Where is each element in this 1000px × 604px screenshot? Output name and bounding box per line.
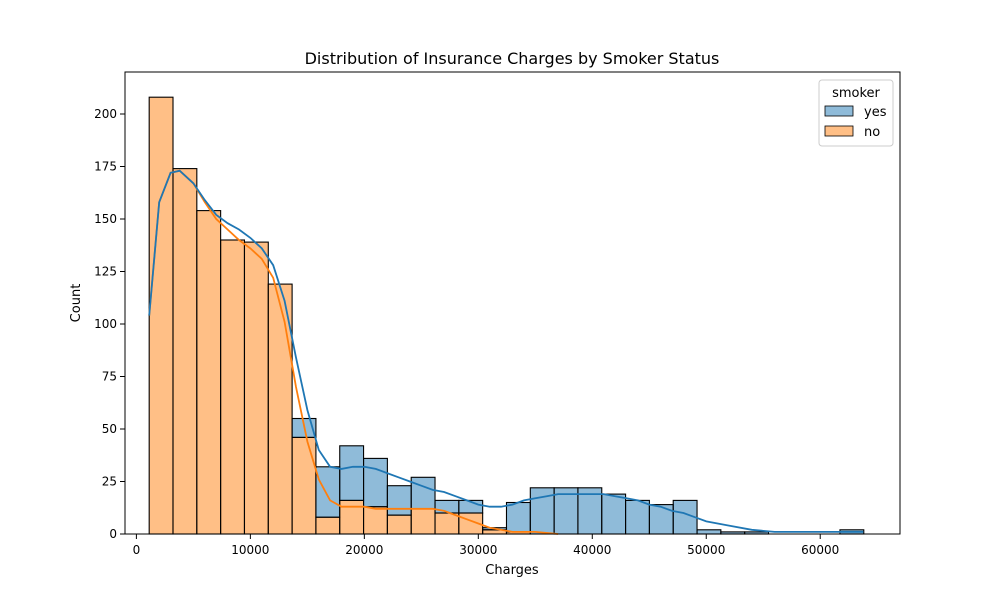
bar-no-2 xyxy=(196,210,222,535)
y-tick-label: 50 xyxy=(102,422,117,436)
x-axis-label: Charges xyxy=(485,563,539,578)
bar-yes-9 xyxy=(363,457,388,508)
legend: smoker yes no xyxy=(818,79,894,147)
kde-line-yes xyxy=(148,169,864,533)
bar-yes-15 xyxy=(505,501,531,533)
legend-swatch-no xyxy=(824,125,854,137)
bar-no-1 xyxy=(172,168,198,535)
bar-no-7 xyxy=(315,516,341,535)
legend-label-no: no xyxy=(864,125,880,140)
y-tick-label: 75 xyxy=(102,370,117,384)
x-tick-label: 40000 xyxy=(573,543,611,557)
y-tick-label: 100 xyxy=(94,317,117,331)
legend-label-yes: yes xyxy=(864,105,887,120)
x-tick-label: 50000 xyxy=(687,543,725,557)
bar-yes-11 xyxy=(410,476,436,510)
plot-frame xyxy=(124,71,901,535)
y-tick-label: 150 xyxy=(94,212,117,226)
bar-no-10 xyxy=(386,514,412,535)
bar-no-9 xyxy=(363,506,388,535)
x-axis-ticks: 0 10000 20000 30000 40000 50000 60000 xyxy=(133,534,839,557)
bar-yes-7 xyxy=(315,466,341,518)
kde-layer xyxy=(148,169,864,535)
y-tick-label: 200 xyxy=(94,107,117,121)
y-axis-label: Count xyxy=(69,284,84,323)
y-tick-label: 25 xyxy=(102,475,117,489)
x-tick-label: 30000 xyxy=(459,543,497,557)
bar-yes-20 xyxy=(625,499,650,535)
bar-no-12 xyxy=(434,512,460,535)
bar-no-3 xyxy=(220,239,246,535)
y-axis-ticks: 0 25 50 75 100 125 150 175 200 xyxy=(94,107,125,541)
bar-no-11 xyxy=(410,508,436,535)
x-tick-label: 10000 xyxy=(231,543,269,557)
y-tick-label: 175 xyxy=(94,160,117,174)
bar-no-4 xyxy=(243,241,269,535)
chart-title: Distribution of Insurance Charges by Smo… xyxy=(305,49,720,68)
legend-title: smoker xyxy=(832,86,880,101)
bar-no-8 xyxy=(339,499,365,535)
y-tick-label: 125 xyxy=(94,265,117,279)
bar-yes-10 xyxy=(386,485,412,516)
kde-line-no xyxy=(148,169,559,535)
x-tick-label: 60000 xyxy=(801,543,839,557)
bar-yes-19 xyxy=(601,493,627,535)
bar-yes-21 xyxy=(648,504,674,535)
bars-layer xyxy=(148,96,865,535)
legend-swatch-yes xyxy=(824,105,854,117)
y-tick-label: 0 xyxy=(109,527,117,541)
x-tick-label: 20000 xyxy=(345,543,383,557)
bar-no-0 xyxy=(148,96,174,535)
x-tick-label: 0 xyxy=(133,543,141,557)
bar-yes-23 xyxy=(696,529,722,535)
bar-yes-8 xyxy=(339,445,365,501)
bar-no-6 xyxy=(291,436,317,535)
